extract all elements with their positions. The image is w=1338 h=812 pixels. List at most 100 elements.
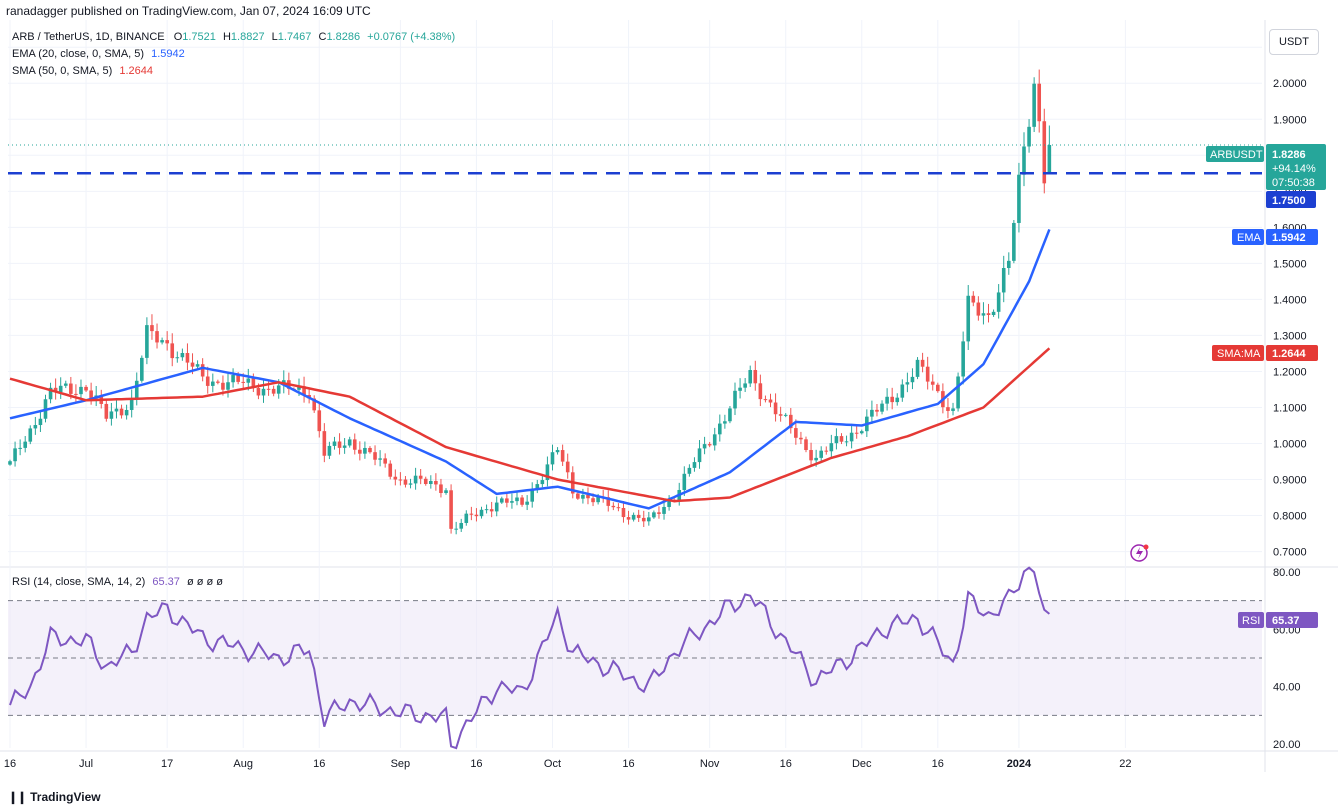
rsi-tag-label: RSI — [1242, 615, 1260, 627]
time-tick-label: 2024 — [1007, 758, 1032, 770]
tradingview-logo-text: TradingView — [30, 790, 101, 804]
candle-body — [946, 407, 950, 411]
candle-body — [702, 444, 707, 449]
candle-body — [165, 340, 169, 344]
candle-body — [469, 513, 474, 515]
candle-body — [322, 431, 327, 456]
candle-body — [398, 479, 403, 481]
candle-body — [641, 517, 646, 522]
candle-body — [718, 423, 722, 435]
ema-line — [9, 228, 1051, 510]
candle-body — [195, 364, 200, 367]
h-value: 1.8827 — [230, 31, 265, 43]
candle-body — [545, 464, 550, 481]
candle-body — [226, 382, 230, 390]
sma-legend-label: SMA (50, 0, SMA, 5) — [12, 65, 113, 77]
candle-body — [276, 385, 281, 394]
candle-body — [479, 509, 484, 517]
candle-body — [393, 476, 398, 480]
candle-body — [723, 421, 727, 424]
rsi-tick-label: 80.00 — [1273, 567, 1301, 579]
candle-body — [241, 381, 246, 383]
candle-body — [697, 448, 702, 463]
time-tick-label: 17 — [161, 758, 173, 770]
candle-body — [200, 364, 205, 377]
candle-body — [69, 383, 73, 394]
candle-body — [38, 418, 43, 426]
candle-body — [256, 388, 261, 396]
candle-body — [890, 396, 894, 403]
candle-body — [18, 447, 22, 449]
candle-body — [976, 302, 981, 316]
c-label: C — [318, 31, 327, 43]
candle-body — [520, 497, 524, 505]
candle-body — [429, 481, 433, 485]
candle-body — [1006, 260, 1011, 269]
rsi-value-bg — [1266, 612, 1318, 628]
candle-body — [74, 393, 78, 395]
candle-body — [920, 359, 925, 367]
candle-body — [449, 490, 453, 529]
price-tick-label: 1.2000 — [1273, 366, 1307, 378]
price-tick-label: 0.9000 — [1273, 475, 1307, 487]
candle-body — [28, 428, 33, 442]
sma-line — [9, 347, 1051, 503]
main-legend: ARB / TetherUS, 1D, BINANCE O1.7521 H1.8… — [12, 31, 455, 43]
change-value: +0.0767 (+4.38%) — [367, 31, 456, 43]
time-tick-label: 16 — [622, 758, 634, 770]
candle-body — [854, 432, 859, 434]
candle-body — [707, 444, 712, 446]
candle-body — [505, 498, 509, 503]
ema-legend-value: 1.5942 — [151, 48, 185, 60]
currency-button[interactable]: USDT — [1269, 29, 1319, 55]
candle-body — [114, 408, 119, 412]
candle-body — [236, 375, 240, 382]
candle-body — [880, 403, 884, 412]
candle-body — [140, 357, 144, 381]
candle-body — [1012, 222, 1016, 261]
candle-body — [221, 382, 225, 390]
tradingview-logo[interactable]: ❙❙ TradingView — [8, 790, 101, 804]
time-tick-label: 22 — [1119, 758, 1131, 770]
candle-body — [261, 388, 266, 396]
candle-body — [266, 388, 271, 390]
candle-body — [129, 398, 134, 410]
candle-body — [834, 436, 839, 444]
candle-body — [606, 497, 611, 506]
h-label: H — [222, 31, 231, 43]
candle-body — [738, 387, 742, 391]
candle-body — [312, 398, 316, 411]
candle-body — [682, 473, 687, 490]
c-value: 1.8286 — [326, 31, 361, 43]
candle-body — [951, 408, 955, 411]
candle-body — [459, 522, 464, 529]
time-tick-label: 16 — [4, 758, 16, 770]
candle-body — [332, 441, 337, 446]
last-price-tag-bg — [1266, 144, 1326, 190]
candle-body — [844, 441, 849, 443]
candle-body — [550, 452, 555, 465]
sma-value-text: 1.2644 — [1272, 348, 1307, 360]
candle-body — [814, 457, 818, 461]
candle-body — [297, 386, 301, 390]
candle-body — [591, 498, 595, 503]
rsi-tick-label: 40.00 — [1273, 682, 1301, 694]
candle-body — [565, 461, 570, 473]
candle-body — [484, 509, 489, 511]
candle-body — [352, 439, 357, 450]
candle-body — [337, 441, 342, 448]
candle-body — [728, 408, 732, 422]
candle-body — [652, 512, 656, 518]
candle-body — [758, 383, 763, 400]
price-tick-label: 0.8000 — [1273, 511, 1307, 523]
candle-body — [586, 494, 590, 499]
sma-legend-value: 1.2644 — [119, 65, 153, 77]
candle-body — [936, 384, 940, 392]
rsi-indicator — [9, 566, 1051, 750]
candle-body — [216, 381, 220, 383]
candle-body — [788, 414, 793, 429]
candle-body — [956, 376, 960, 409]
candle-body — [170, 343, 175, 359]
candle-body — [1037, 83, 1042, 122]
